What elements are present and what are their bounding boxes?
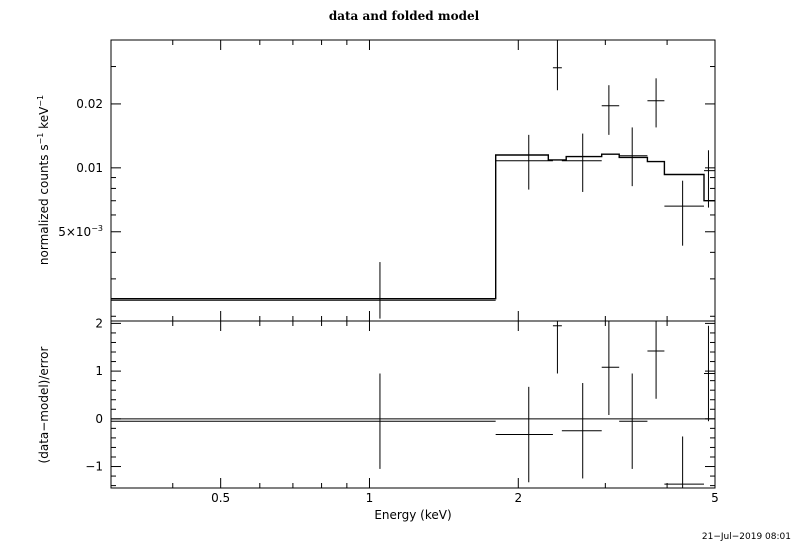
timestamp: 21−Jul−2019 08:01	[702, 532, 791, 542]
lower-x-ticks	[110, 321, 716, 488]
y-tick-label: 0	[95, 412, 103, 426]
y-tick-label: 0.02	[76, 97, 103, 111]
data-point	[664, 180, 704, 246]
lower-frame	[110, 320, 716, 489]
data-point	[703, 150, 715, 208]
data-point	[111, 262, 496, 319]
data-point	[647, 78, 665, 128]
residual-point	[703, 325, 715, 422]
x-tick-label: 5	[711, 491, 719, 505]
y-tick-label: 5×10−3	[58, 224, 103, 239]
residual-point	[664, 436, 704, 488]
lower-panel: 2 1 0 −1 (data−model)/error	[37, 316, 716, 489]
data-point	[561, 133, 602, 192]
y-tick-label: 2	[95, 316, 103, 330]
model-step-group	[111, 153, 715, 300]
x-tick-label: 1	[366, 491, 374, 505]
data-point	[601, 85, 620, 135]
residual-point	[619, 373, 648, 469]
x-tick-label: 0.5	[211, 491, 230, 505]
lower-y-label: (data−model)/error	[37, 346, 51, 463]
upper-panel: 0.020.015×10−3 normalized counts s−1 keV…	[36, 39, 716, 322]
data-point	[495, 134, 553, 190]
x-tick-label: 2	[514, 491, 522, 505]
y-tick-label: −1	[85, 460, 103, 474]
y-tick-label: 1	[95, 364, 103, 378]
upper-y-label: normalized counts s−1 keV−1	[36, 95, 51, 265]
data-points-group	[111, 40, 715, 319]
upper-x-ticks	[110, 40, 716, 321]
residual-point	[561, 383, 602, 479]
residual-point	[647, 321, 665, 399]
model-step-line	[111, 153, 715, 300]
residual-point	[111, 373, 496, 469]
x-tick-labels: 0.5 1 2 5	[211, 491, 719, 505]
x-axis-label: Energy (keV)	[374, 508, 451, 522]
upper-frame	[110, 39, 716, 322]
ylabel-mid: keV	[37, 106, 51, 133]
ylabel-sup1: −1	[36, 133, 45, 145]
ylabel-main: normalized counts s	[37, 144, 51, 265]
residual-points-group	[111, 321, 715, 488]
residual-point	[495, 386, 553, 483]
ylabel-sup2: −1	[36, 95, 45, 107]
upper-y-ticks: 0.02 0.01 5×10−3	[58, 39, 715, 317]
chart-title: data and folded model	[329, 9, 480, 23]
data-point	[552, 40, 562, 91]
residual-point	[601, 321, 620, 415]
y-tick-label: 0.01	[76, 161, 103, 175]
lower-y-ticks: 2 1 0 −1	[85, 316, 715, 487]
data-point	[619, 127, 648, 187]
residual-point	[552, 321, 562, 374]
